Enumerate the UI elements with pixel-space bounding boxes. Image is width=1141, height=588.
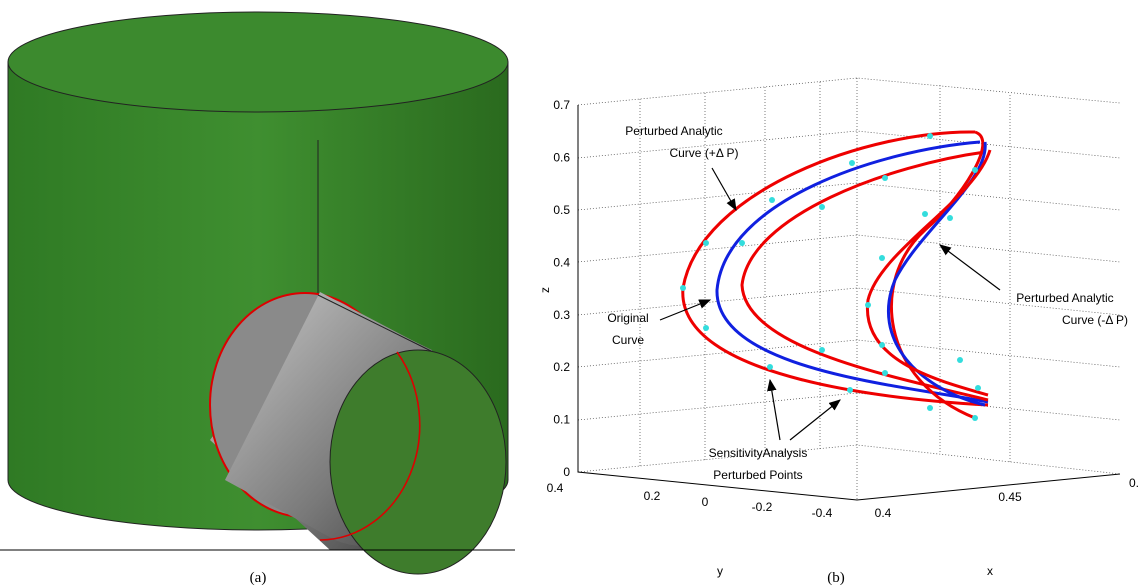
annotation: Perturbed Analytic: [1016, 291, 1113, 305]
axis-label: z: [538, 287, 552, 293]
axis-label: x: [987, 564, 993, 578]
annotation: Curve (+Δ P): [669, 146, 738, 160]
z-tick-label: 0: [563, 465, 570, 479]
figure: (a) x y z (: [0, 0, 1141, 588]
z-tick-label: 0.5: [553, 203, 570, 217]
axis-label: y: [717, 564, 723, 578]
annotation: Perturbed Points: [713, 468, 802, 482]
z-tick-label: 0.1: [553, 413, 570, 427]
z-tick-label: 0.6: [553, 151, 570, 165]
annotation: Perturbed Analytic: [625, 124, 722, 138]
z-tick-label: 0.7: [553, 98, 570, 112]
z-tick-label: 0.3: [553, 308, 570, 322]
annotation: Curve: [612, 333, 644, 347]
caption: (a): [250, 570, 267, 586]
x-tick-label: 0.45: [998, 490, 1022, 504]
annotation: SensitivityAnalysis: [709, 446, 808, 460]
z-tick-label: 0.4: [553, 255, 570, 269]
y-tick-label: 0.4: [547, 481, 564, 495]
caption: (b): [827, 570, 845, 586]
panel-a: (a): [0, 12, 515, 586]
y-tick-label: -0.2: [752, 500, 773, 514]
y-tick-label: 0: [702, 495, 709, 509]
x-tick-label: 0.: [1129, 476, 1139, 490]
y-tick-label: 0.2: [644, 489, 661, 503]
annotation: Curve (-Δ P): [1062, 313, 1128, 327]
y-tick-label: -0.4: [812, 506, 833, 520]
annotation: Original: [607, 311, 648, 325]
z-tick-label: 0.2: [553, 360, 570, 374]
x-tick-label: 0.4: [875, 506, 892, 520]
